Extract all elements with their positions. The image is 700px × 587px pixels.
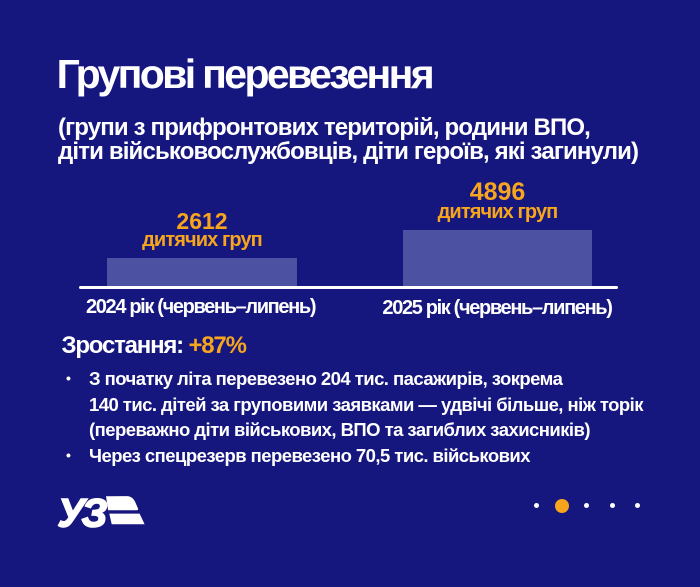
svg-text:УЗ: УЗ (58, 494, 107, 532)
